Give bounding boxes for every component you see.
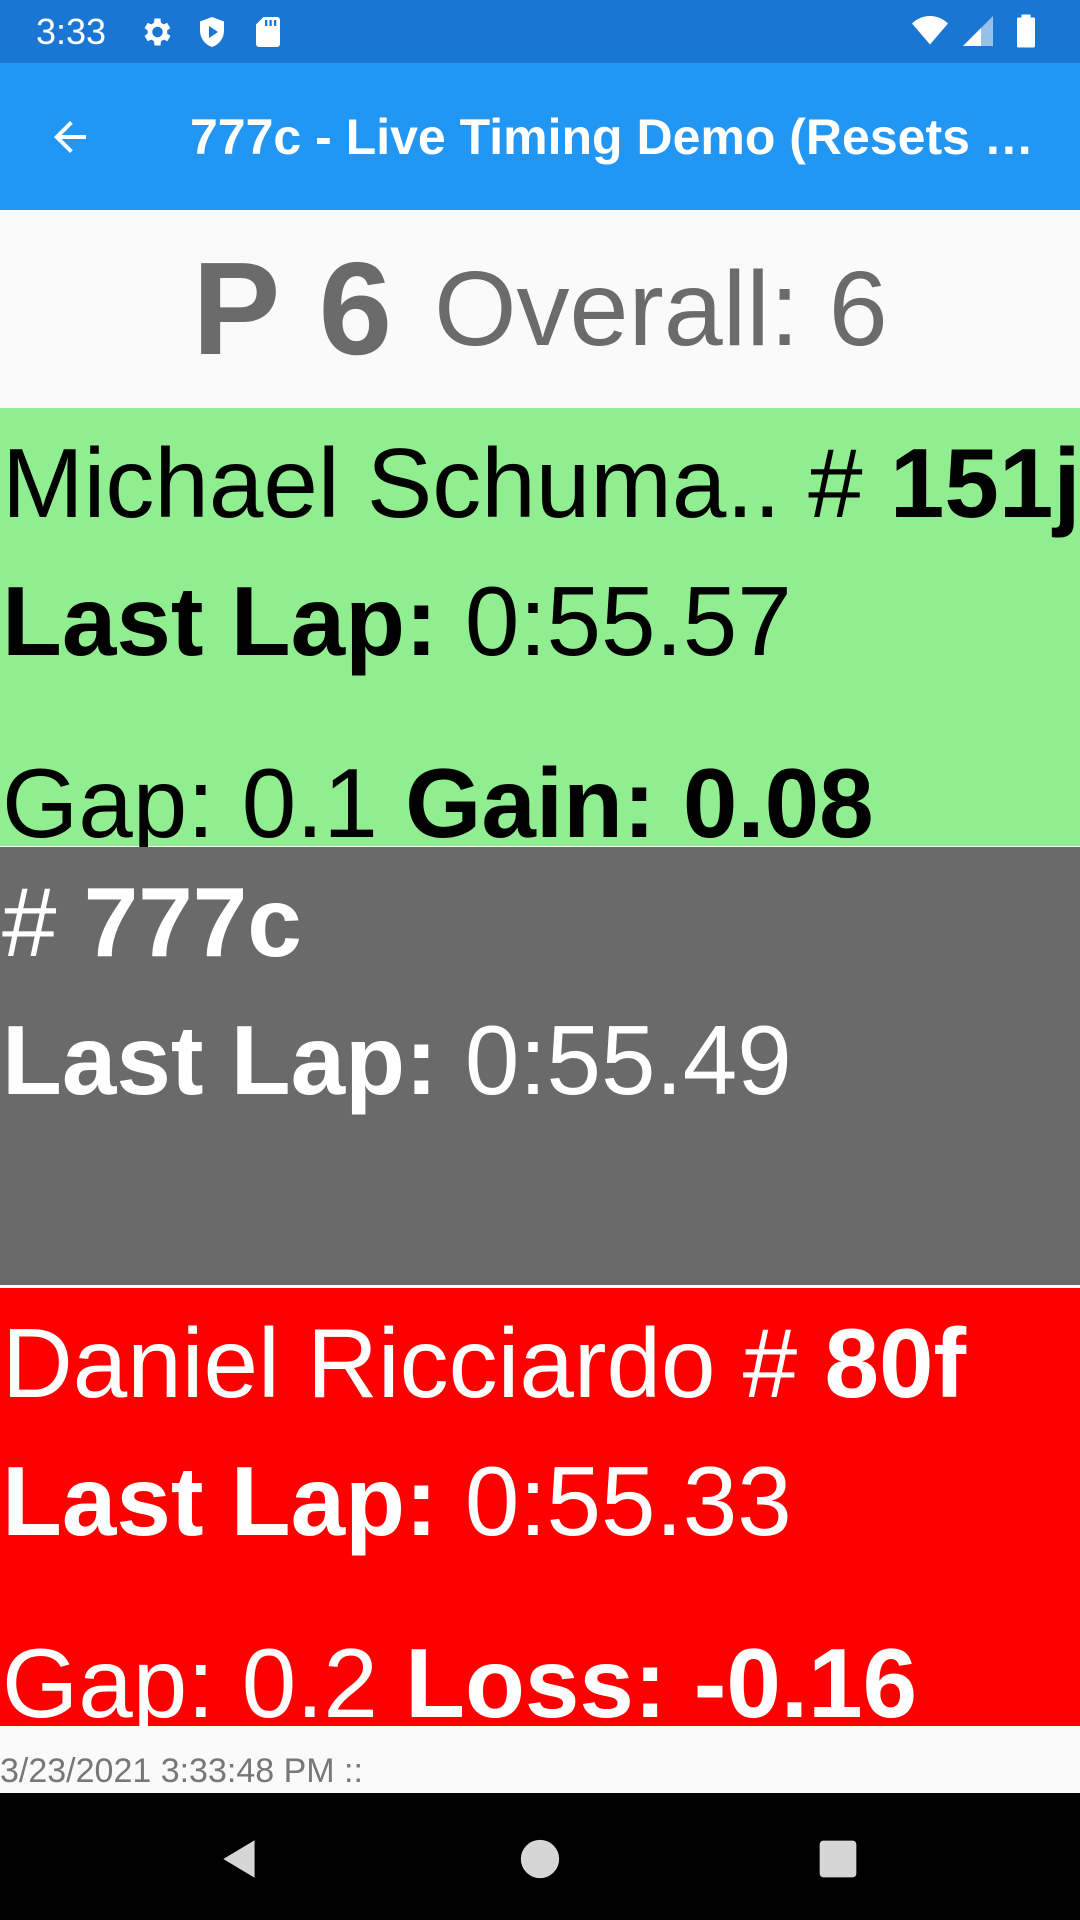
settings-gear-icon xyxy=(144,18,171,46)
arrow-back-icon xyxy=(54,121,86,153)
shield-play-icon xyxy=(200,17,224,47)
page-title: 777c - Live Timing Demo (Resets e… xyxy=(190,109,1050,165)
driver-card-ahead: Michael Schuma.. # 151j Last Lap: 0:55.5… xyxy=(0,408,1080,858)
driver-card-behind: Daniel Ricciardo # 80f Last Lap: 0:55.33… xyxy=(0,1288,1080,1738)
driver-name: Michael Schuma.. xyxy=(2,428,781,538)
last-lap-value: 0:55.33 xyxy=(437,1446,792,1556)
battery-icon xyxy=(1017,14,1035,48)
loss-value: -0.16 xyxy=(693,1628,918,1738)
wifi-icon xyxy=(912,16,948,45)
back-triangle-icon xyxy=(223,1840,255,1878)
car-number: 80f xyxy=(824,1308,967,1418)
app-bar: 777c - Live Timing Demo (Resets e… xyxy=(0,63,1080,210)
gain-value: 0.08 xyxy=(682,748,874,858)
last-lap-label: Last Lap: xyxy=(2,1446,438,1556)
loss-label: Loss: xyxy=(405,1628,694,1738)
hash-label: # xyxy=(715,1308,825,1418)
gap-value: Gap: 0.1 xyxy=(2,748,406,858)
footer: 3/23/2021 3:33:48 PM :: xyxy=(0,1727,1080,1793)
status-icons-right xyxy=(912,12,1044,50)
driver-name-row: # 777c xyxy=(2,867,302,977)
status-icons-left xyxy=(138,14,286,50)
status-bar: 3:33 xyxy=(0,0,1080,63)
nav-back-button[interactable] xyxy=(204,1823,276,1895)
overall-label: Overall: 6 xyxy=(434,250,888,368)
last-lap-label: Last Lap: xyxy=(2,1005,438,1115)
recents-square-icon xyxy=(819,1840,857,1878)
car-number: 151j xyxy=(889,428,1080,538)
driver-name-row: Michael Schuma.. # 151j xyxy=(2,428,1080,538)
timestamp: 3/23/2021 3:33:48 PM :: xyxy=(0,1752,363,1790)
driver-name: Daniel Ricciardo xyxy=(2,1308,716,1418)
signal-icon xyxy=(963,16,993,46)
nav-recents-button[interactable] xyxy=(802,1823,874,1895)
last-lap-row: Last Lap: 0:55.49 xyxy=(2,1005,792,1115)
driver-card-self: # 777c Last Lap: 0:55.49 xyxy=(0,847,1080,1285)
system-nav-bar xyxy=(0,1793,1080,1920)
position-label: P 6 xyxy=(192,235,395,382)
gap-row: Gap: 0.1 Gain: 0.08 xyxy=(2,748,874,858)
hash-label: # xyxy=(2,867,84,977)
sd-card-icon xyxy=(256,17,280,47)
last-lap-row: Last Lap: 0:55.57 xyxy=(2,566,792,676)
status-time: 3:33 xyxy=(36,11,107,52)
gain-label: Gain: xyxy=(405,748,683,858)
last-lap-row: Last Lap: 0:55.33 xyxy=(2,1446,792,1556)
position-header: P 6 Overall: 6 xyxy=(0,210,1080,408)
back-button[interactable] xyxy=(34,101,106,173)
gap-value: Gap: 0.2 xyxy=(2,1628,406,1738)
nav-home-button[interactable] xyxy=(504,1823,576,1895)
last-lap-value: 0:55.57 xyxy=(437,566,792,676)
last-lap-label: Last Lap: xyxy=(2,566,438,676)
car-number: 777c xyxy=(83,867,302,977)
gap-row: Gap: 0.2 Loss: -0.16 xyxy=(2,1628,917,1738)
home-circle-icon xyxy=(520,1839,560,1879)
last-lap-value: 0:55.49 xyxy=(437,1005,792,1115)
hash-label: # xyxy=(780,428,890,538)
driver-name-row: Daniel Ricciardo # 80f xyxy=(2,1308,966,1418)
